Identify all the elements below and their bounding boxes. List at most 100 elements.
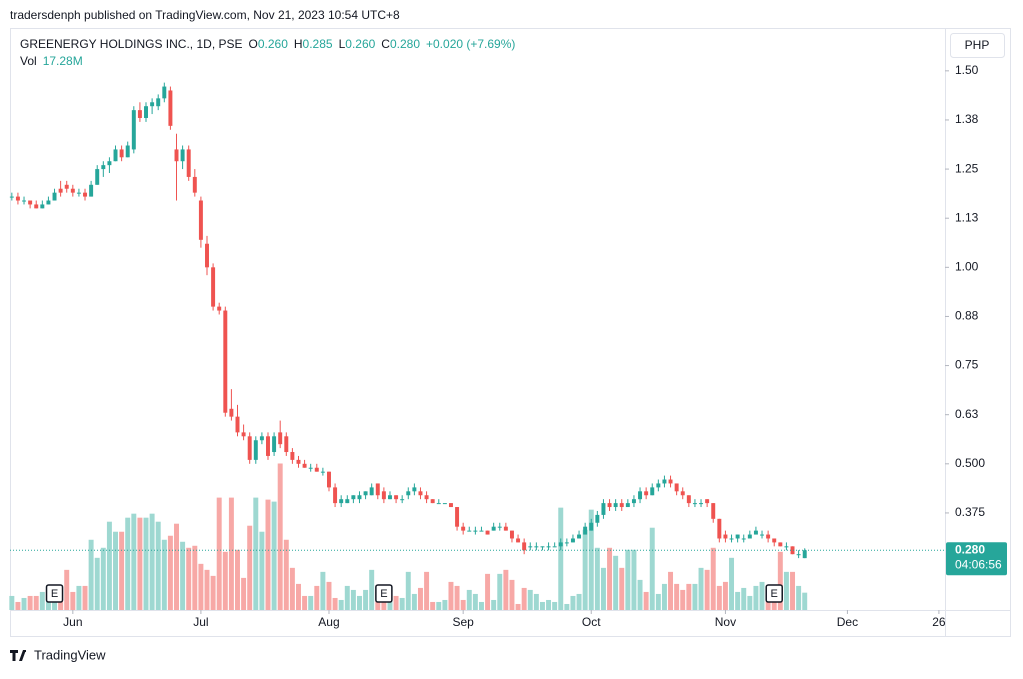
volume-bar [533,593,539,610]
earnings-label: E [51,588,58,600]
volume-bar [424,571,430,610]
volume-bar [692,583,698,610]
field-value: 0.285 [303,37,333,51]
volume-bar [747,595,753,610]
candle-body [668,479,673,484]
candle-body [644,491,649,496]
candle-body [540,546,545,548]
candle-body [387,495,392,500]
candle-body [497,526,502,528]
footer-logo: TradingView [10,647,106,662]
candle-body [534,546,539,548]
candle-body [314,467,319,472]
volume-key: Vol [20,54,37,68]
volume-bar [265,499,271,610]
candle-body [778,542,783,547]
volume-bar [509,579,515,610]
volume-bar [277,463,283,610]
volume-line: Vol 17.28M [20,54,83,68]
candle-body [528,546,533,548]
volume-bar [515,603,521,610]
candle-body [723,534,728,539]
candle-body [650,487,655,496]
candle-body [9,196,14,198]
candle-body [467,530,472,532]
y-tick-label: 0.375 [955,505,985,519]
volume-bar [155,521,161,610]
volume-bar [698,567,704,610]
currency-box[interactable] [950,33,1005,58]
candle-body [180,149,185,162]
volume-bar [332,597,338,610]
volume-bar [460,599,466,610]
volume-bar [94,557,100,610]
candle-body [357,495,362,500]
volume-bar [625,549,631,610]
volume-bar [674,583,680,610]
x-tick-label: Jul [193,615,208,629]
volume-bar [338,599,344,610]
candle-body [729,538,734,540]
frame [10,28,1011,637]
volume-bar [448,581,454,610]
y-tick-label: 0.88 [955,309,979,323]
y-tick-label: 1.25 [955,161,979,175]
candle-body [320,471,325,473]
y-tick-label: 0.500 [955,456,985,470]
volume-bar [777,551,783,610]
volume-bar [302,595,308,610]
volume-bar [661,583,667,610]
volume-bar [442,599,448,610]
candle-body [436,503,441,505]
volume-bar [125,517,131,610]
volume-bar [228,497,234,610]
volume-bar [167,535,173,610]
candle-body [741,538,746,540]
volume-bar [216,497,222,610]
candle-body [64,184,69,189]
y-tick-label: 0.63 [955,407,979,421]
candle-body [205,243,209,268]
candle-body [400,499,405,501]
volume-bar [790,571,796,610]
candle-body [784,546,789,548]
candle-body [58,188,63,193]
candle-body [76,192,81,194]
volume-bar [570,595,576,610]
x-tick-label: Nov [715,615,736,629]
volume-bar [710,547,716,610]
volume-bar [82,585,88,610]
volume-bar [607,547,613,610]
field-key: C [381,37,390,51]
volume-bar [64,569,70,610]
y-tick-label: 1.13 [955,210,979,224]
volume-bar [356,595,362,610]
candle-body [607,503,612,508]
volume-bar [180,541,186,610]
volume-bar [308,595,314,610]
candle-body [125,145,130,158]
candle-body [546,546,551,548]
candle-body [613,503,618,508]
candle-body [662,479,667,484]
volume-bar [253,497,259,610]
candle-body [790,546,795,555]
candle-body [577,534,582,539]
candle-body [339,499,344,504]
candle-body [412,487,417,492]
candle-body [34,204,39,209]
candle-body [583,526,588,535]
earnings-box [375,584,393,603]
candle-body [509,530,514,539]
candle-body [485,530,490,535]
candle-body [747,534,752,539]
candle-body [198,200,203,240]
candle-body [70,188,75,193]
candle-body [217,306,222,311]
volume-bar [576,593,582,610]
volume-bar [241,577,247,610]
volume-bar [649,527,655,610]
volume-bar [716,585,722,610]
candle-body [442,503,447,505]
